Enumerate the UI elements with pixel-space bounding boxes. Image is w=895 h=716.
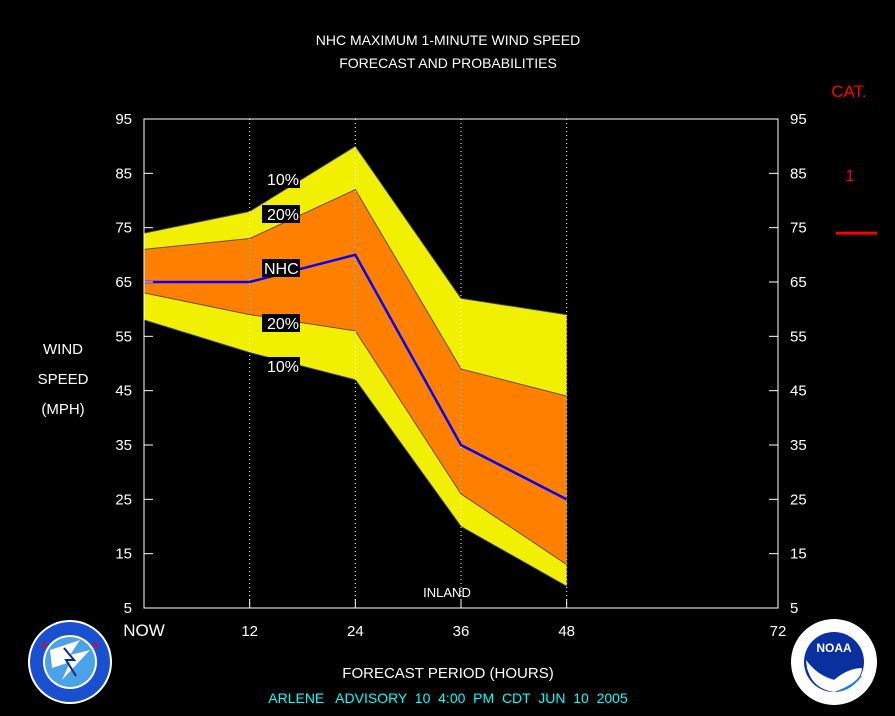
ytick-label-right-75: 75	[790, 220, 807, 237]
ytick-label-right-85: 85	[790, 165, 807, 182]
label-outer-lower: 10%	[267, 359, 299, 376]
label-box-nhc	[262, 259, 300, 277]
cat-header: CAT.	[831, 82, 867, 101]
chart-title-line2: FORECAST AND PROBABILITIES	[339, 55, 557, 71]
label-box-inner-upper	[262, 205, 300, 223]
inland-label: INLAND	[423, 585, 471, 600]
ytick-label-right-95: 95	[790, 111, 807, 128]
ytick-label-left-95: 95	[115, 111, 132, 128]
label-box-outer-lower	[262, 357, 300, 375]
ylabel-line3: (MPH)	[41, 401, 84, 418]
ytick-label-right-35: 35	[790, 437, 807, 454]
label-box-outer-upper	[262, 170, 300, 188]
ytick-label-left-65: 65	[115, 274, 132, 291]
band-outer-edge-0	[143, 145, 567, 316]
label-nhc: NHC	[264, 261, 299, 278]
gridlines	[249, 119, 568, 608]
nhc-forecast-line	[144, 253, 568, 501]
xtick-label-72: 72	[770, 623, 787, 640]
xlabel: FORECAST PERIOD (HOURS)	[342, 665, 553, 682]
band-boundary-1	[143, 188, 567, 397]
nhc-line-group	[144, 253, 568, 501]
band-boundary-3	[143, 292, 567, 565]
ytick-label-right-55: 55	[790, 328, 807, 345]
ylabel-line1: WIND	[43, 341, 83, 358]
ytick-label-left-25: 25	[115, 491, 132, 508]
chart-title-line1: NHC MAXIMUM 1-MINUTE WIND SPEED	[316, 32, 580, 48]
ytick-label-right-45: 45	[790, 383, 807, 400]
ytick-label-right-15: 15	[790, 546, 807, 563]
ytick-label-left-45: 45	[115, 383, 132, 400]
ytick-label-left-55: 55	[115, 328, 132, 345]
nws-logo	[28, 620, 112, 704]
label-box-inner-lower	[262, 314, 300, 332]
xtick-label-12: 12	[241, 623, 258, 640]
ytick-label-left-35: 35	[115, 437, 132, 454]
xtick-label-0: NOW	[123, 621, 165, 640]
noaa-logo: NOAA	[791, 619, 877, 705]
ytick-label-left-15: 15	[115, 546, 132, 563]
xtick-label-24: 24	[347, 623, 364, 640]
ytick-label-right-5: 5	[790, 600, 798, 617]
probability-bands	[143, 145, 567, 587]
label-inner-upper: 20%	[267, 207, 299, 224]
band-labels: 10% 20% NHC 20% 10%	[262, 170, 300, 376]
ylabel-line2: SPEED	[38, 371, 89, 388]
cat-value: 1	[846, 168, 855, 185]
xtick-label-36: 36	[453, 623, 470, 640]
ytick-label-right-65: 65	[790, 274, 807, 291]
svg-text:NOAA: NOAA	[816, 641, 852, 655]
label-inner-lower: 20%	[267, 316, 299, 333]
label-outer-upper: 10%	[267, 172, 299, 189]
xtick-label-48: 48	[558, 623, 575, 640]
ytick-label-right-25: 25	[790, 491, 807, 508]
ytick-label-left-75: 75	[115, 220, 132, 237]
footer-advisory: ARLENE ADVISORY 10 4:00 PM CDT JUN 10 20…	[268, 690, 628, 706]
ytick-label-left-85: 85	[115, 165, 132, 182]
ytick-label-left-5: 5	[124, 600, 132, 617]
